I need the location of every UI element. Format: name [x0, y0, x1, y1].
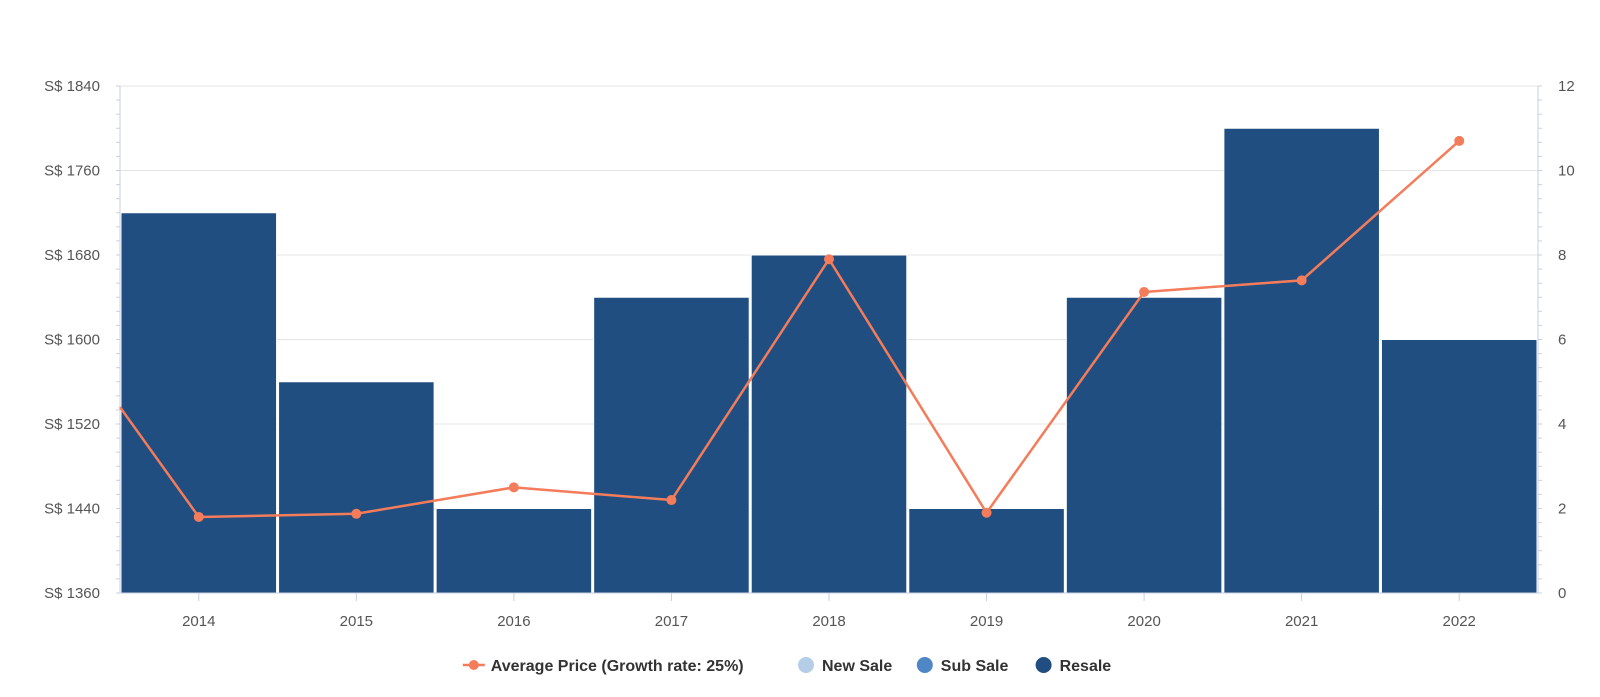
- legend-item-new-sale[interactable]: New Sale: [798, 657, 892, 675]
- x-tick-label-2021: 2021: [1285, 613, 1318, 630]
- legend: Average Price (Growth rate: 25%) New Sale…: [462, 657, 1112, 675]
- legend-marker: [468, 660, 479, 670]
- legend-item-resale[interactable]: Resale: [1035, 657, 1112, 675]
- y-right-tick-label: 2: [1558, 501, 1566, 518]
- y-left-tick-label: S$ 1360: [44, 585, 100, 602]
- bar-resale-2018[interactable]: [750, 254, 908, 594]
- y-right-tick-label: 12: [1558, 78, 1575, 95]
- average-price-point-2016[interactable]: [508, 482, 519, 493]
- legend-marker: [798, 657, 814, 673]
- y-left-tick-label: S$ 1600: [44, 332, 100, 349]
- y-right-tick-label: 4: [1558, 416, 1566, 433]
- x-tick-label-2017: 2017: [655, 613, 688, 630]
- x-tick-label-2019: 2019: [970, 613, 1003, 630]
- line-layer: [118, 135, 1465, 522]
- y-left-tick-label: S$ 1440: [44, 501, 100, 518]
- bar-resale-2015[interactable]: [278, 381, 435, 594]
- x-tick-label-2020: 2020: [1127, 613, 1160, 630]
- x-tick-label-2016: 2016: [497, 613, 530, 630]
- legend-marker: [1035, 657, 1052, 673]
- average-price-point-2018[interactable]: [824, 254, 834, 265]
- x-tick-label-2022: 2022: [1443, 613, 1476, 630]
- x-tick-label-2014: 2014: [182, 613, 215, 630]
- legend-label: Average Price (Growth rate: 25%): [491, 658, 744, 675]
- average-price-point-2021[interactable]: [1296, 275, 1307, 286]
- average-price-point-2017[interactable]: [666, 495, 677, 506]
- y-left-tick-label: S$ 1760: [44, 163, 100, 180]
- y-right-tick-label: 0: [1558, 585, 1566, 602]
- legend-item-sub-sale[interactable]: Sub Sale: [916, 657, 1009, 675]
- y-left-tick-label: S$ 1520: [44, 416, 100, 433]
- legend-label: Resale: [1060, 658, 1112, 675]
- x-tick-label-2018: 2018: [812, 613, 845, 630]
- labels-layer: S$ 1360 S$ 1440 S$ 1520 S$ 1600 S$ 1680 S$ 17…: [44, 78, 1575, 630]
- legend-label: New Sale: [822, 658, 892, 675]
- bar-resale-2014[interactable]: [120, 212, 278, 594]
- legend-marker: [916, 657, 933, 673]
- bar-resale-2021[interactable]: [1223, 127, 1380, 594]
- average-price-point-2019[interactable]: [981, 507, 992, 518]
- bar-resale-2022[interactable]: [1380, 339, 1538, 594]
- y-right-tick-label: 8: [1558, 247, 1566, 264]
- y-right-tick-label: 10: [1558, 163, 1575, 180]
- bars-layer: [120, 127, 1538, 594]
- average-price-point-2022[interactable]: [1454, 135, 1465, 146]
- average-price-point-2020[interactable]: [1139, 286, 1150, 297]
- y-right-tick-label: 6: [1558, 332, 1566, 349]
- bar-resale-2016[interactable]: [435, 508, 593, 594]
- average-price-line: [118, 139, 1461, 519]
- bar-resale-2019[interactable]: [908, 508, 1065, 594]
- y-left-tick-label: S$ 1840: [44, 78, 100, 95]
- y-left-tick-label: S$ 1680: [44, 247, 100, 264]
- x-tick-label-2015: 2015: [340, 613, 373, 630]
- bar-resale-2020[interactable]: [1065, 296, 1223, 594]
- legend-item-average-price-growth-rate-25[interactable]: Average Price (Growth rate: 25%): [462, 658, 744, 675]
- axes-layer: [116, 85, 1542, 601]
- bar-resale-2017[interactable]: [593, 296, 750, 594]
- average-price-point-2014[interactable]: [193, 511, 204, 522]
- average-price-point-2015[interactable]: [351, 508, 362, 519]
- legend-label: Sub Sale: [941, 658, 1009, 675]
